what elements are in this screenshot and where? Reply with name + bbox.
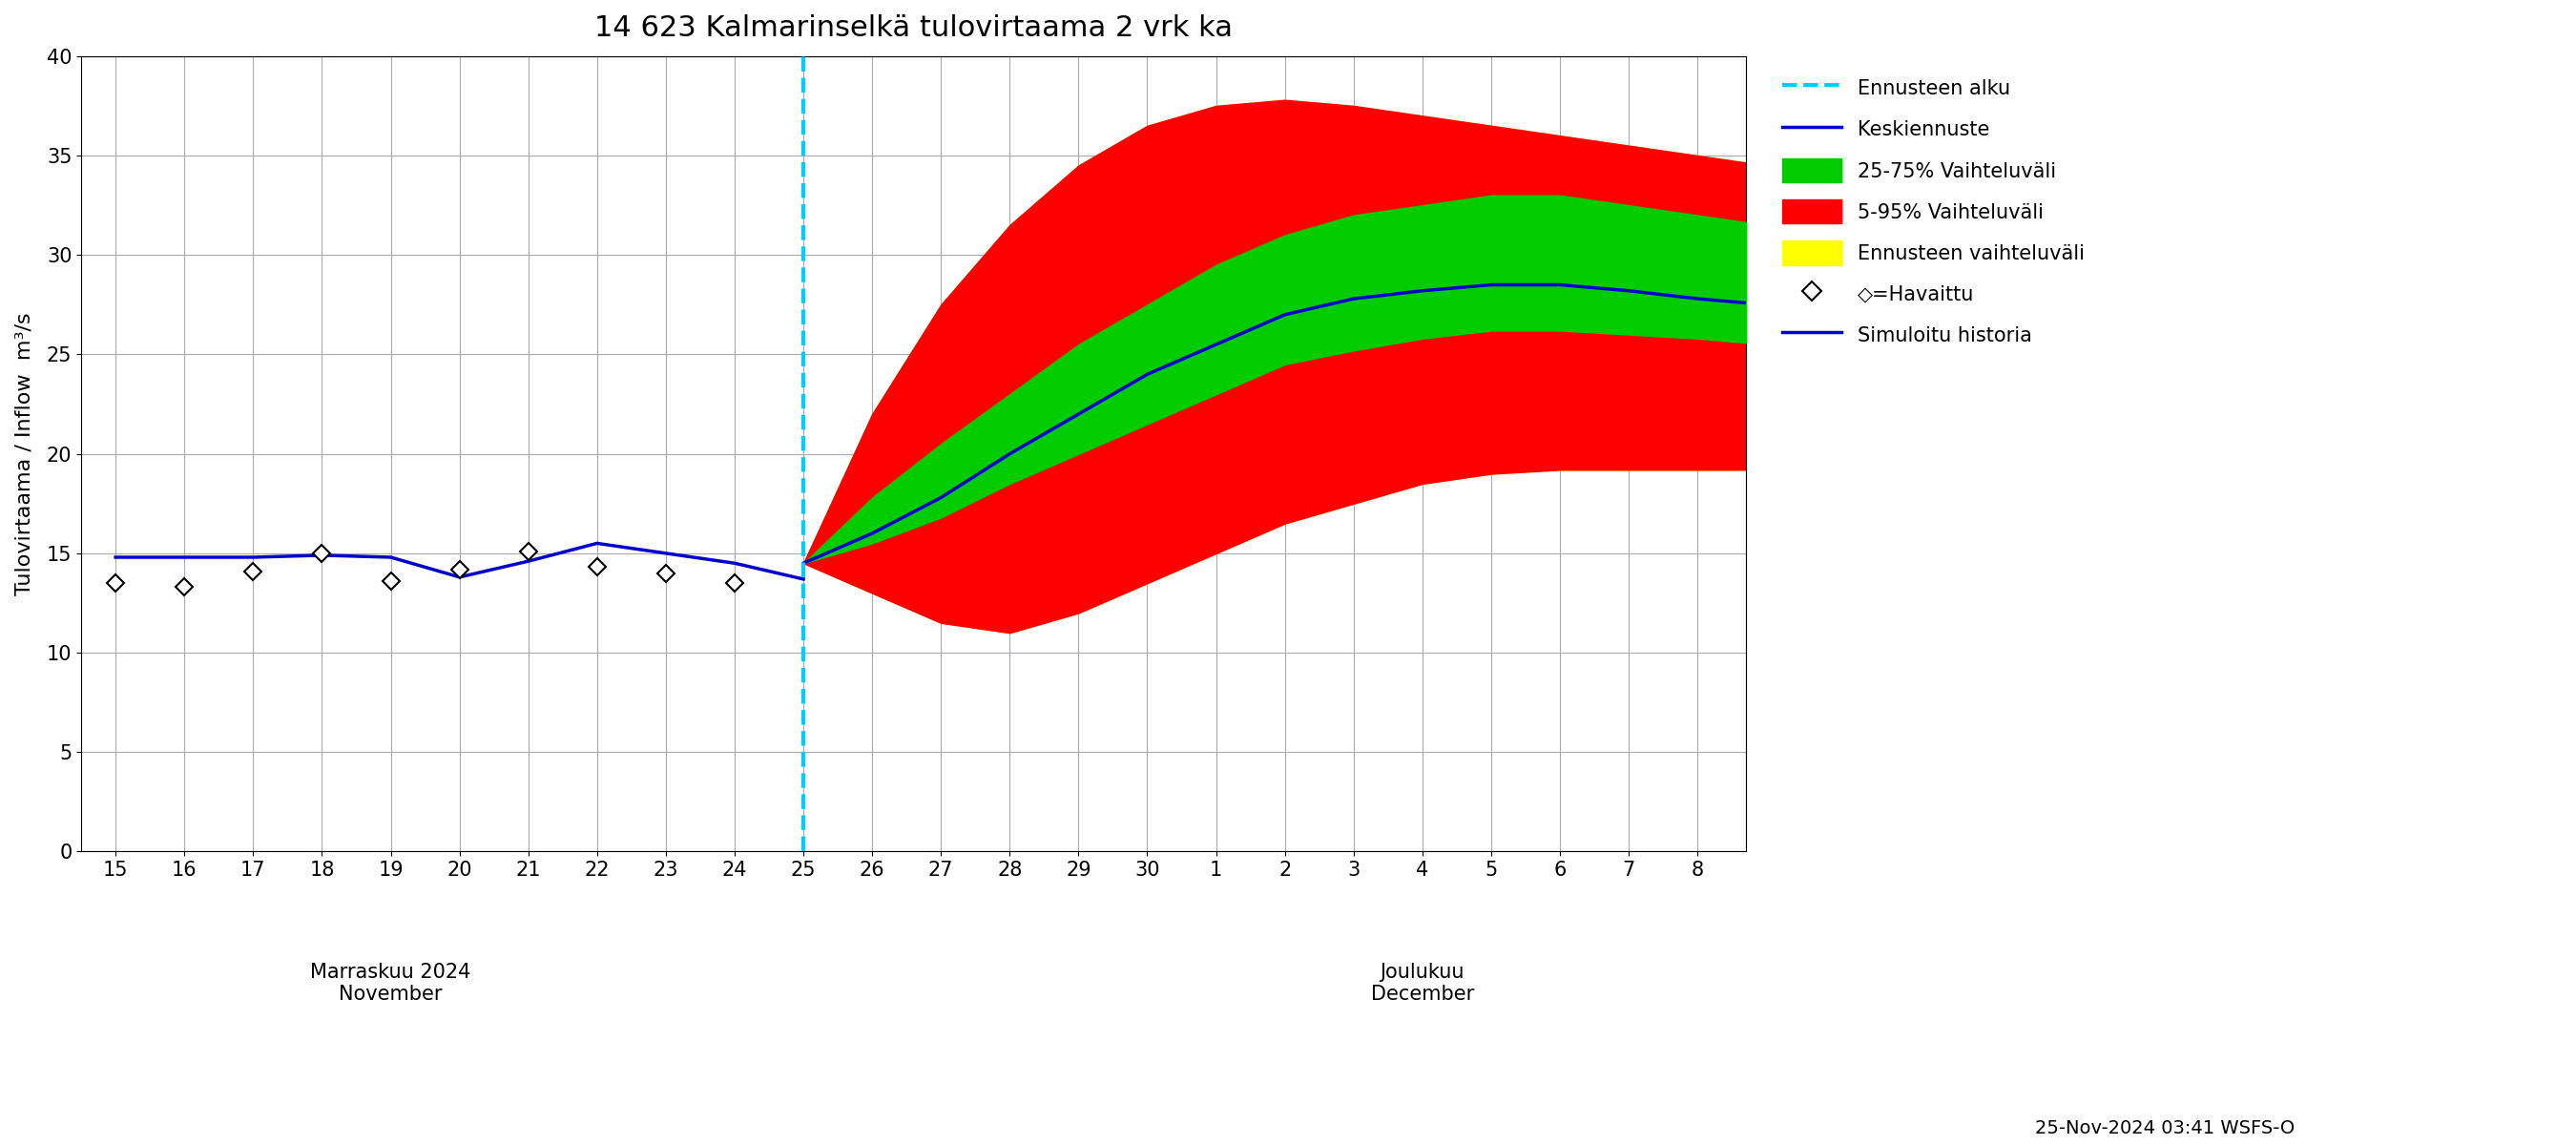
Legend: Ennusteen alku, Keskiennuste, 25-75% Vaihteluväli, 5-95% Vaihteluväli, Ennusteen: Ennusteen alku, Keskiennuste, 25-75% Vai… — [1772, 66, 2094, 357]
Text: Joulukuu
December: Joulukuu December — [1370, 963, 1473, 1004]
Text: Marraskuu 2024
November: Marraskuu 2024 November — [309, 963, 471, 1004]
Text: 25-Nov-2024 03:41 WSFS-O: 25-Nov-2024 03:41 WSFS-O — [2035, 1120, 2295, 1137]
Y-axis label: Tulovirtaama / Inflow  m³/s: Tulovirtaama / Inflow m³/s — [15, 313, 33, 595]
Title: 14 623 Kalmarinselkä tulovirtaama 2 vrk ka: 14 623 Kalmarinselkä tulovirtaama 2 vrk … — [595, 14, 1231, 42]
